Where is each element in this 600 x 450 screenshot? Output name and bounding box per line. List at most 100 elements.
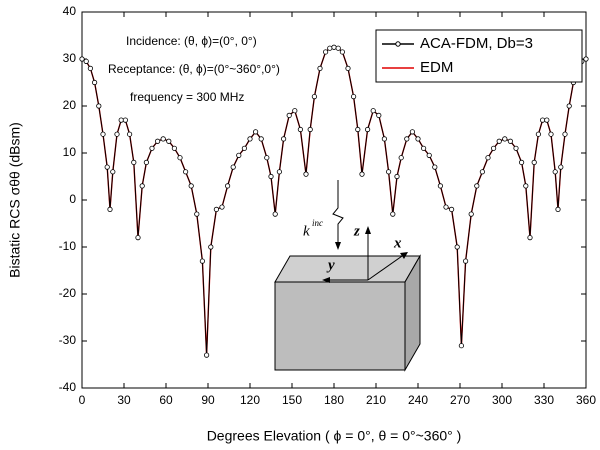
marker [122, 117, 129, 123]
marker [443, 204, 449, 210]
y-tick-label: 10 [63, 145, 77, 159]
marker [376, 112, 382, 119]
marker [219, 204, 225, 210]
marker [479, 169, 485, 175]
marker [258, 136, 264, 142]
arrow-head [335, 242, 341, 250]
annotation: Receptance: (θ, ϕ)=(0°~360°,0°) [108, 62, 280, 76]
y-tick-label: 30 [63, 51, 77, 65]
marker [292, 108, 298, 114]
marker [566, 103, 572, 109]
marker [204, 352, 210, 358]
marker [370, 108, 376, 114]
marker [268, 173, 274, 180]
marker [359, 171, 365, 177]
marker [364, 126, 371, 133]
marker [297, 126, 303, 133]
marker [307, 126, 313, 133]
marker [539, 117, 546, 123]
marker [160, 136, 166, 142]
marker [381, 136, 387, 142]
marker [225, 183, 231, 189]
marker [183, 169, 189, 175]
k-arrow [332, 180, 344, 244]
marker [558, 164, 564, 170]
marker [474, 183, 480, 189]
marker [280, 136, 287, 142]
marker [327, 45, 333, 51]
marker [490, 145, 497, 151]
x-axis-label: Degrees Elevation ( ϕ = 0°, θ = 0°~360° … [207, 428, 462, 444]
marker [502, 136, 508, 142]
marker [230, 164, 236, 170]
marker [83, 58, 89, 64]
marker [513, 145, 519, 151]
series-layer [79, 44, 589, 358]
y-tick-label: -10 [59, 239, 77, 253]
marker [322, 49, 329, 55]
marker [531, 159, 537, 165]
y-tick-label: -20 [59, 286, 77, 300]
x-tick-label: 120 [240, 393, 260, 407]
marker [485, 155, 491, 161]
marker [155, 138, 161, 144]
x-tick-label: 270 [450, 393, 470, 407]
marker [398, 155, 404, 161]
marker [583, 56, 589, 62]
annotation: frequency = 300 MHz [130, 90, 244, 104]
marker [311, 94, 317, 100]
marker [562, 131, 568, 137]
marker [127, 131, 133, 137]
marker [527, 235, 533, 241]
marker [555, 206, 561, 212]
y-tick-label: -40 [59, 380, 77, 394]
x-tick-label: 150 [282, 393, 302, 407]
marker [188, 183, 194, 189]
marker [350, 94, 357, 100]
z-label: z [353, 223, 360, 239]
marker [236, 152, 242, 158]
marker [390, 211, 396, 217]
y-label: y [326, 257, 335, 273]
legend-label: EDM [420, 59, 453, 76]
y-axis-label: Bistatic RCS σθθ (dBsm) [7, 122, 23, 278]
marker [507, 138, 513, 144]
marker [518, 159, 525, 165]
marker [317, 65, 323, 72]
marker [79, 56, 85, 62]
marker [247, 136, 253, 142]
marker [468, 211, 474, 217]
y-tick-label: 0 [69, 192, 76, 206]
marker [432, 164, 438, 170]
marker [114, 131, 120, 137]
marker [523, 183, 529, 189]
marker [171, 145, 177, 151]
legend-label: ACA-FDM, Db=3 [420, 35, 533, 52]
marker [458, 343, 464, 349]
marker [87, 65, 94, 72]
x-tick-label: 180 [324, 393, 344, 407]
marker [92, 79, 98, 86]
x-tick-label: 60 [159, 393, 173, 407]
x-tick-label: 330 [534, 393, 554, 407]
marker [404, 136, 410, 142]
x-axis-arrow [367, 253, 406, 281]
marker [331, 44, 337, 50]
marker [303, 171, 309, 177]
cube-front [274, 281, 406, 371]
marker [177, 155, 183, 161]
x-tick-label: 240 [408, 393, 428, 407]
marker [241, 145, 247, 151]
marker [448, 206, 455, 212]
marker [426, 152, 432, 158]
marker [496, 138, 502, 144]
marker [131, 159, 137, 165]
marker [213, 206, 219, 212]
marker [139, 183, 145, 189]
marker [552, 169, 558, 175]
marker [345, 65, 351, 72]
x-tick-label: 30 [117, 393, 131, 407]
marker [415, 136, 421, 142]
x-tick-label: 90 [201, 393, 215, 407]
